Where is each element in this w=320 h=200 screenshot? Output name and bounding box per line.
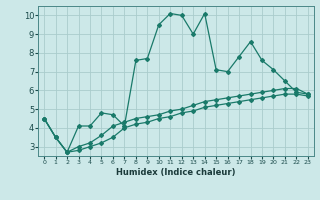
X-axis label: Humidex (Indice chaleur): Humidex (Indice chaleur)	[116, 168, 236, 177]
